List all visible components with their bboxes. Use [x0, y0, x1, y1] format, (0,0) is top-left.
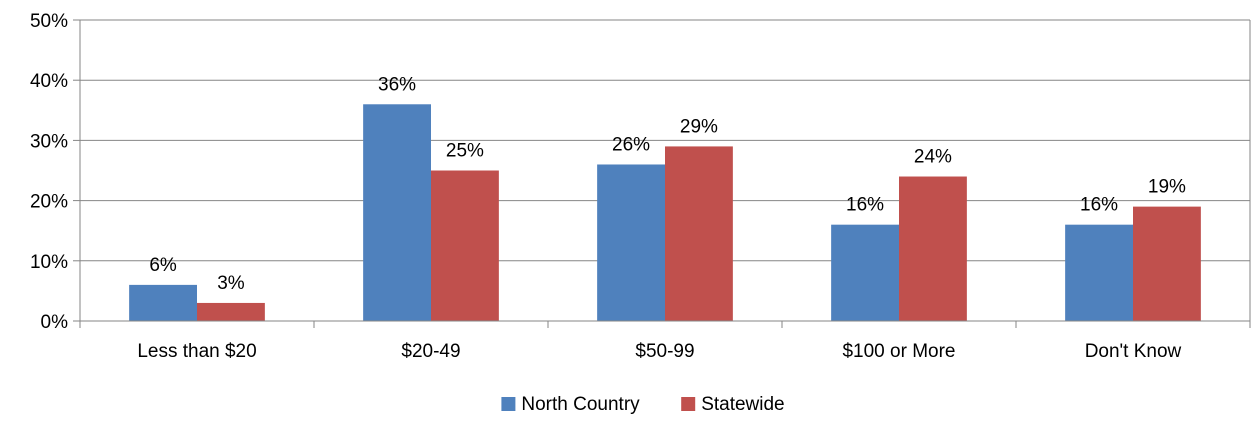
y-tick-label: 10% [30, 252, 68, 273]
data-label: 16% [846, 195, 884, 216]
legend-swatch [501, 397, 516, 411]
bar [1133, 206, 1201, 321]
bar [831, 224, 899, 321]
bar [129, 284, 197, 321]
data-label: 6% [149, 255, 177, 276]
legend-label: Statewide [701, 394, 784, 415]
data-labels: 6% 3% 36% 25% 26% 29% 16% 24% 16% 19% [149, 74, 1186, 294]
bar [665, 146, 733, 321]
legend: North Country Statewide [501, 394, 785, 415]
x-category-label: $100 or More [842, 341, 955, 362]
data-label: 19% [1148, 177, 1186, 198]
data-label: 25% [446, 141, 484, 162]
legend-label: North Country [521, 394, 640, 415]
y-tick-label: 20% [30, 192, 68, 213]
data-label: 16% [1080, 195, 1118, 216]
data-label: 29% [680, 116, 718, 137]
y-tick-label: 50% [30, 11, 68, 32]
y-tick-label: 0% [41, 312, 69, 333]
bar [197, 302, 265, 321]
bar [363, 104, 431, 321]
bar [431, 170, 499, 321]
legend-swatch [681, 397, 696, 411]
x-category-label: $50-99 [635, 341, 694, 362]
x-category-label: $20-49 [401, 341, 460, 362]
y-tick-label: 30% [30, 131, 68, 152]
bar [597, 164, 665, 321]
x-category-label: Don't Know [1085, 341, 1182, 362]
data-label: 24% [914, 147, 952, 168]
x-category-label: Less than $20 [137, 341, 256, 362]
bar [899, 176, 967, 321]
bars [129, 104, 1201, 321]
data-label: 3% [217, 273, 245, 294]
y-tick-label: 40% [30, 71, 68, 92]
data-label: 36% [378, 74, 416, 95]
data-label: 26% [612, 134, 650, 155]
axes: 0% 10% 20% 30% 40% 50% Less than $20 $20-49 $50-… [30, 11, 1251, 362]
bar [1065, 224, 1133, 321]
